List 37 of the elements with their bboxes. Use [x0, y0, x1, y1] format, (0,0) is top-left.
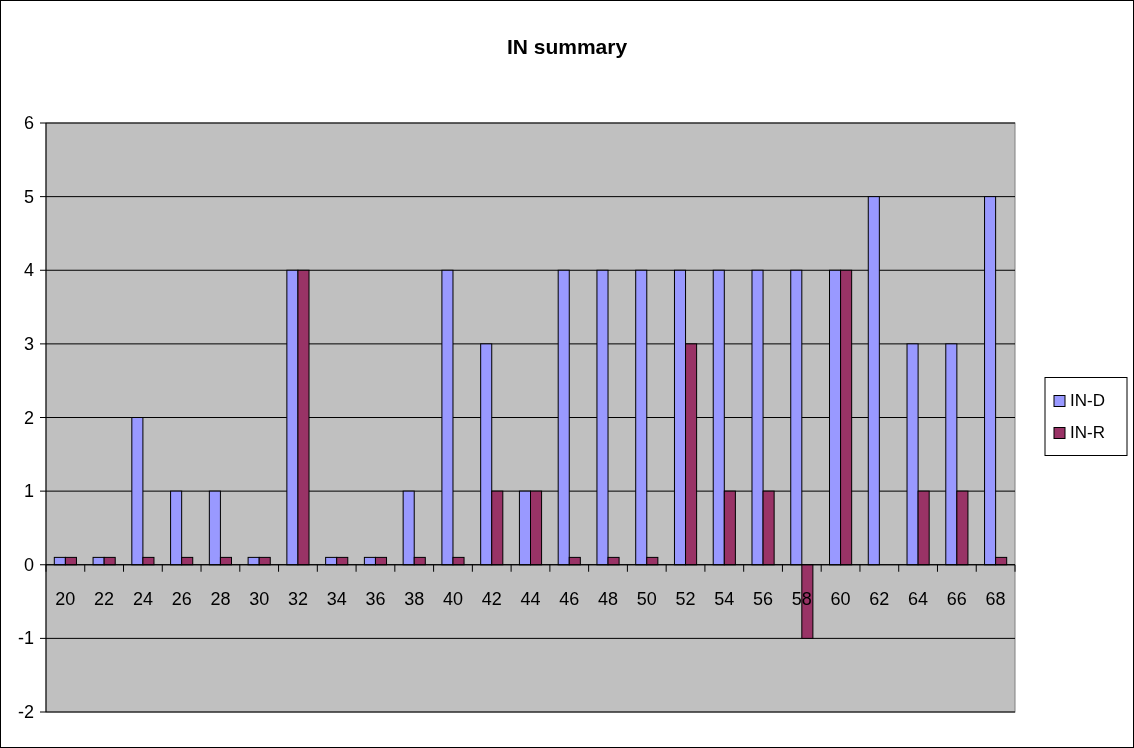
y-tick-label: 2 — [23, 407, 34, 428]
x-tick-label: 60 — [830, 588, 851, 609]
x-tick-label: 22 — [94, 588, 115, 609]
x-tick-label: 66 — [946, 588, 967, 609]
y-tick-label: 5 — [23, 186, 34, 207]
y-tick-label: -1 — [17, 628, 34, 649]
y-tick-label: 0 — [23, 554, 34, 575]
x-tick-label: 28 — [210, 588, 231, 609]
legend-label: IN-R — [1070, 423, 1105, 442]
x-tick-label: 34 — [326, 588, 347, 609]
x-tick-label: 20 — [55, 588, 76, 609]
x-tick-label: 32 — [287, 588, 308, 609]
x-tick-label: 44 — [520, 588, 541, 609]
x-tick-label: 24 — [132, 588, 153, 609]
x-tick-label: 64 — [908, 588, 929, 609]
x-tick-label: 48 — [598, 588, 619, 609]
x-tick-label: 52 — [675, 588, 696, 609]
x-tick-label: 50 — [636, 588, 657, 609]
y-tick-label: 3 — [23, 333, 34, 354]
x-tick-label: 26 — [171, 588, 192, 609]
x-tick-label: 46 — [559, 588, 580, 609]
x-tick-label: 30 — [249, 588, 270, 609]
y-tick-label: 6 — [23, 113, 34, 133]
x-tick-label: 36 — [365, 588, 386, 609]
y-tick-label: 4 — [23, 260, 34, 281]
chart-title: IN summary — [506, 35, 628, 58]
y-tick-label: 1 — [23, 481, 34, 502]
x-tick-label: 40 — [442, 588, 463, 609]
x-tick-label: 54 — [714, 588, 735, 609]
y-tick-label: -2 — [17, 702, 34, 722]
x-tick-label: 56 — [753, 588, 774, 609]
x-tick-label: 62 — [869, 588, 890, 609]
x-tick-label: 58 — [791, 588, 812, 609]
x-tick-label: 68 — [985, 588, 1006, 609]
x-tick-label: 38 — [404, 588, 425, 609]
x-tick-label: 42 — [481, 588, 502, 609]
legend-label: IN-D — [1070, 391, 1105, 410]
